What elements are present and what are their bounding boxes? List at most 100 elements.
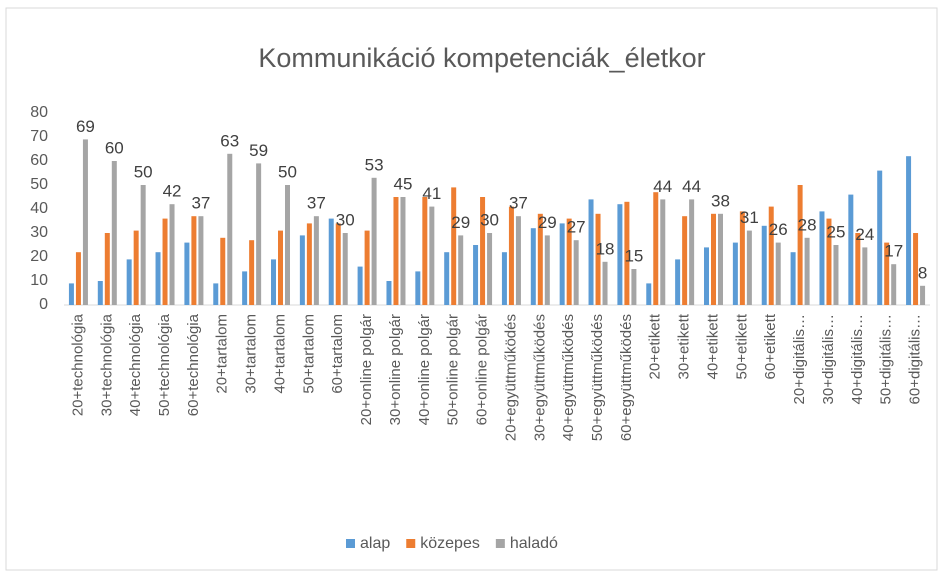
x-tick-label: 20+digitális… <box>791 314 808 404</box>
x-tick-label: 40+technológia <box>127 313 144 416</box>
data-label: 60 <box>105 138 124 157</box>
bar <box>342 233 348 305</box>
data-label: 37 <box>307 194 326 213</box>
bar <box>335 223 341 305</box>
y-tick-label: 20 <box>30 248 48 265</box>
data-label: 31 <box>740 208 759 227</box>
bar <box>913 233 919 305</box>
data-label: 25 <box>827 222 846 241</box>
bar <box>804 237 810 305</box>
data-label: 26 <box>769 220 788 239</box>
bar <box>313 216 319 305</box>
data-label: 44 <box>682 177 701 196</box>
bar <box>386 281 392 305</box>
bar <box>797 185 803 305</box>
x-tick-label: 40+tartalom <box>271 314 288 394</box>
bar <box>537 213 543 305</box>
bar <box>653 192 659 305</box>
bar <box>429 206 435 305</box>
bar <box>278 230 283 305</box>
data-label: 29 <box>538 213 557 232</box>
bar <box>357 266 363 305</box>
bar <box>393 197 399 305</box>
data-label: 37 <box>509 194 528 213</box>
x-tick-label: 60+etikett <box>762 313 779 379</box>
data-label: 53 <box>365 155 384 174</box>
x-tick-label: 50+digitális… <box>878 314 895 404</box>
bar <box>133 230 139 305</box>
data-label: 27 <box>567 218 586 237</box>
x-tick-label: 30+tartalom <box>243 314 260 394</box>
bar <box>761 225 767 305</box>
x-tick-label: 40+etikett <box>704 313 721 379</box>
bar <box>162 218 168 305</box>
bar <box>473 245 479 305</box>
data-label: 42 <box>163 182 182 201</box>
data-label: 29 <box>451 213 470 232</box>
bar <box>480 197 486 305</box>
chart-title: Kommunikáció kompetenciák_életkor <box>258 43 705 73</box>
x-tick-label: 60+együttműködés <box>618 314 635 441</box>
bar <box>530 228 536 305</box>
bar <box>126 259 132 305</box>
bar <box>848 194 854 305</box>
bar <box>746 230 752 305</box>
bar <box>739 211 745 305</box>
bar <box>877 170 883 305</box>
y-tick-label: 0 <box>39 296 48 313</box>
bar <box>515 216 521 305</box>
bar <box>68 283 74 305</box>
y-tick-label: 60 <box>30 152 48 169</box>
bar <box>660 199 666 305</box>
data-label: 59 <box>249 141 268 160</box>
data-label: 69 <box>76 117 95 136</box>
bar <box>140 185 146 305</box>
x-tick-label: 30+technológia <box>98 313 115 416</box>
y-tick-label: 70 <box>30 128 48 145</box>
bar <box>220 237 226 305</box>
bar <box>544 235 550 305</box>
y-tick-label: 40 <box>30 200 48 217</box>
bar <box>704 247 709 305</box>
bar <box>285 185 290 305</box>
x-tick-label: 20+technológia <box>69 313 86 416</box>
bar <box>732 242 738 305</box>
bar <box>624 201 630 305</box>
data-label: 24 <box>855 225 874 244</box>
bar <box>675 259 681 305</box>
bar <box>371 177 377 305</box>
y-tick-label: 10 <box>30 272 48 289</box>
data-label: 50 <box>134 162 153 181</box>
bar <box>573 240 579 305</box>
bar <box>191 216 197 305</box>
bar <box>501 252 507 305</box>
bar <box>487 233 493 305</box>
bar <box>920 285 926 305</box>
legend-label: haladó <box>510 535 558 552</box>
bar <box>711 213 716 305</box>
x-tick-label: 60+online polgár <box>474 314 491 425</box>
bar <box>299 235 305 305</box>
bar <box>906 156 912 305</box>
bar <box>458 235 464 305</box>
bar <box>833 245 839 305</box>
legend-swatch <box>346 539 355 548</box>
data-label: 15 <box>624 246 643 265</box>
legend-label: közepes <box>420 535 480 552</box>
data-label: 63 <box>220 131 239 150</box>
y-tick-label: 80 <box>30 104 48 121</box>
bar <box>242 271 248 305</box>
bar <box>631 269 637 305</box>
data-label: 45 <box>394 174 413 193</box>
data-label: 38 <box>711 191 730 210</box>
data-label: 37 <box>191 194 210 213</box>
x-tick-label: 60+digitális… <box>907 314 924 404</box>
bar <box>689 199 695 305</box>
x-tick-label: 60+tartalom <box>329 314 346 394</box>
x-tick-label: 50+tartalom <box>300 314 317 394</box>
data-label: 8 <box>918 263 927 282</box>
bar <box>862 247 868 305</box>
y-tick-label: 50 <box>30 176 48 193</box>
bar <box>508 206 514 305</box>
